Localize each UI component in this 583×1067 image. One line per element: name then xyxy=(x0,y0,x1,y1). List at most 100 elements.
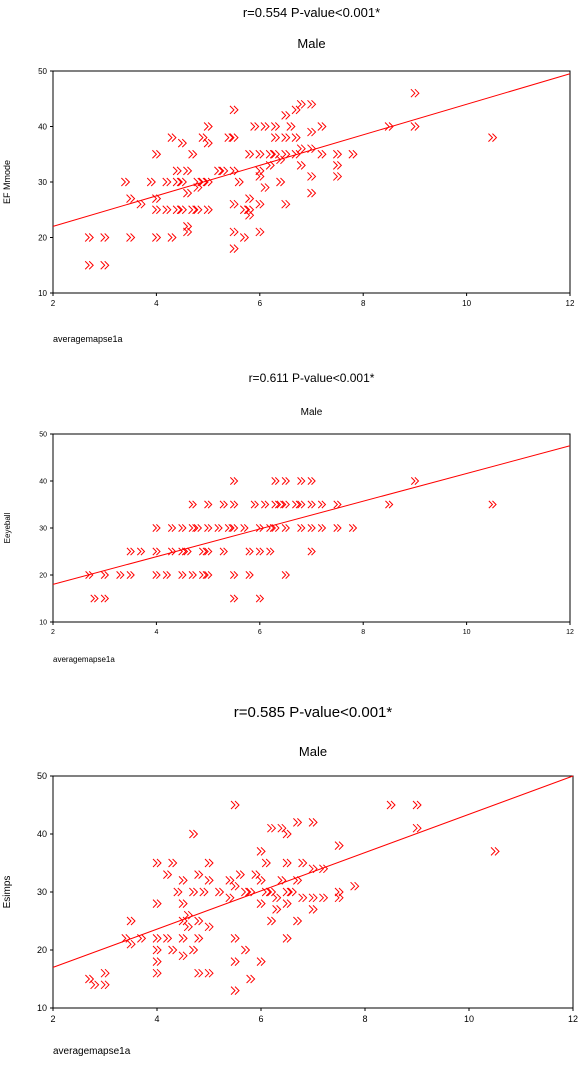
x-tick-label: 2 xyxy=(50,1014,55,1024)
data-point xyxy=(100,980,110,990)
chart-title: Male xyxy=(297,36,325,51)
data-point xyxy=(317,524,327,532)
data-point xyxy=(266,547,275,556)
data-point xyxy=(488,133,498,142)
y-tick-label: 10 xyxy=(39,619,47,626)
data-point xyxy=(230,957,240,966)
data-point xyxy=(163,870,173,879)
data-point xyxy=(172,205,182,215)
stat-line: r=0.554 P-value<0.001* xyxy=(243,5,380,20)
data-point xyxy=(136,547,146,556)
data-point xyxy=(167,133,177,142)
x-tick-label: 2 xyxy=(51,629,55,636)
data-point xyxy=(384,122,394,131)
y-tick-label: 20 xyxy=(37,945,47,955)
data-point xyxy=(286,122,296,131)
data-point xyxy=(198,571,208,579)
x-tick-label: 8 xyxy=(362,1014,367,1024)
x-tick-label: 8 xyxy=(361,299,366,308)
data-point xyxy=(203,205,213,215)
data-point xyxy=(229,244,239,253)
data-point xyxy=(167,524,177,532)
data-point xyxy=(214,166,224,176)
data-point xyxy=(229,524,239,532)
data-point xyxy=(307,524,316,532)
data-point xyxy=(152,547,161,556)
chart-title: Male xyxy=(299,744,327,759)
data-point xyxy=(219,166,229,176)
data-point xyxy=(281,149,291,159)
y-tick-label: 20 xyxy=(39,572,47,579)
data-point xyxy=(193,524,203,532)
y-axis-label: Eeyeball xyxy=(3,512,12,543)
data-point xyxy=(410,88,420,98)
data-point xyxy=(152,968,162,978)
data-point xyxy=(224,133,234,142)
data-point xyxy=(136,199,146,209)
scatter-panel-3: r=0.585 P-value<0.001* Male 2 4 6 8 10 12 10 20 30… xyxy=(0,698,583,1067)
data-point xyxy=(234,177,244,187)
data-point xyxy=(178,547,187,556)
data-point xyxy=(230,881,240,891)
data-point xyxy=(204,524,213,532)
data-point xyxy=(282,887,292,897)
data-point xyxy=(332,149,343,159)
data-point xyxy=(193,183,203,192)
data-point xyxy=(178,524,187,532)
data-point xyxy=(152,934,162,943)
data-point xyxy=(307,144,317,154)
data-point xyxy=(333,524,342,532)
data-point xyxy=(167,233,177,242)
y-tick-label: 30 xyxy=(39,525,47,532)
data-point xyxy=(204,500,213,509)
x-tick-label: 12 xyxy=(566,299,575,308)
data-point xyxy=(271,500,280,509)
data-point xyxy=(172,177,182,187)
x-tick-label: 6 xyxy=(258,629,262,636)
data-point xyxy=(168,945,178,955)
data-point xyxy=(307,500,316,509)
data-point xyxy=(281,524,290,532)
data-point xyxy=(298,893,308,903)
data-point xyxy=(152,957,162,966)
data-point xyxy=(276,500,285,509)
data-point xyxy=(152,571,161,579)
data-point xyxy=(317,122,327,131)
data-point xyxy=(168,858,178,868)
y-tick-label: 10 xyxy=(38,289,47,298)
data-point xyxy=(188,500,197,509)
data-point xyxy=(126,233,136,242)
data-point xyxy=(270,122,281,131)
data-point xyxy=(332,160,343,170)
data-point xyxy=(260,122,270,131)
data-point xyxy=(204,547,213,556)
data-point xyxy=(188,205,198,215)
data-point xyxy=(270,133,281,142)
data-point xyxy=(126,916,136,926)
data-point xyxy=(265,160,275,170)
data-point xyxy=(203,138,213,148)
data-point xyxy=(100,968,110,978)
data-point xyxy=(173,887,183,897)
data-point xyxy=(230,986,240,995)
scatter-panel-2: r=0.611 P-value<0.001* Male 2 4 6 8 10 12 10 20 30… xyxy=(0,362,583,670)
data-point xyxy=(183,910,193,920)
x-tick-label: 4 xyxy=(154,629,158,636)
data-point xyxy=(256,899,266,908)
data-point xyxy=(137,934,147,943)
data-point xyxy=(317,500,327,509)
y-tick-label: 30 xyxy=(37,887,47,897)
data-point xyxy=(332,172,343,181)
data-point xyxy=(229,166,239,176)
data-point xyxy=(256,957,266,966)
data-point xyxy=(100,571,110,579)
data-point xyxy=(178,876,188,885)
y-tick-label: 30 xyxy=(38,178,47,187)
data-point xyxy=(385,500,394,509)
data-point xyxy=(261,887,271,897)
data-point xyxy=(261,858,271,868)
x-tick-label: 10 xyxy=(464,1014,474,1024)
data-point xyxy=(239,233,249,242)
data-point xyxy=(90,594,99,603)
data-point xyxy=(271,477,280,485)
